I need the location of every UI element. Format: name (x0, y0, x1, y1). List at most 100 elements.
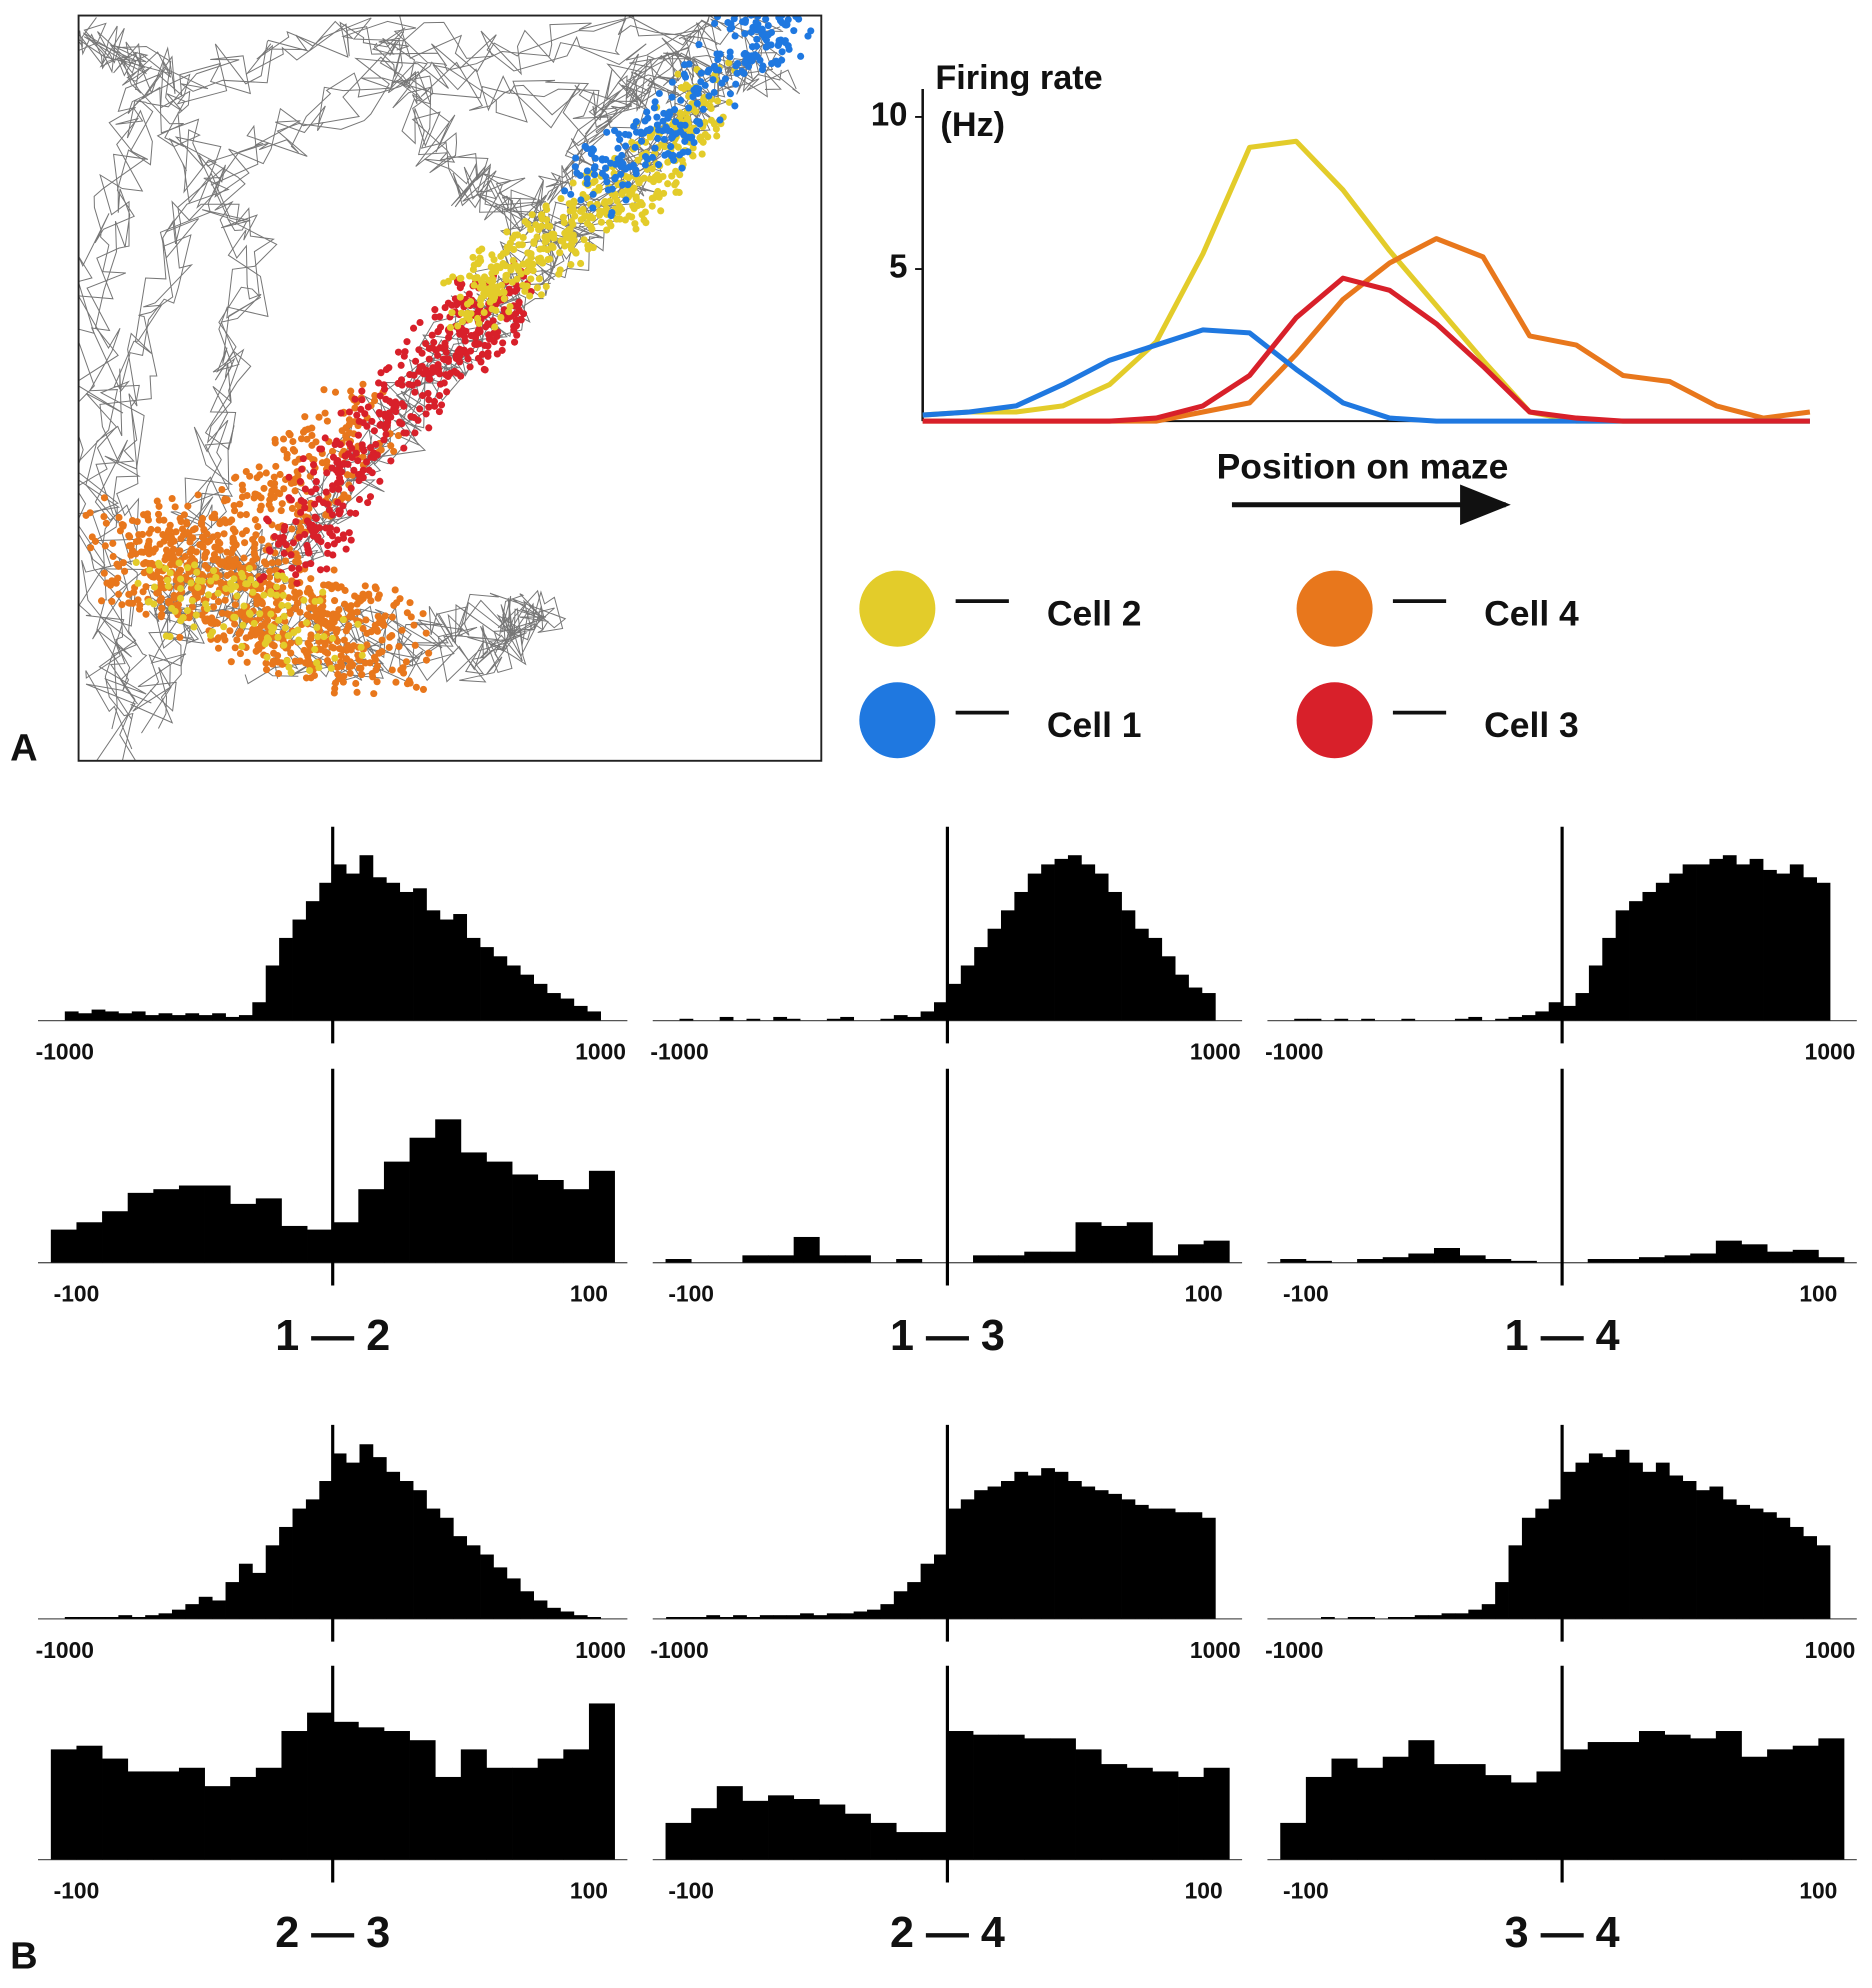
spike-dot (380, 436, 388, 444)
histogram-bar (238, 1015, 253, 1021)
spike-dot (311, 645, 319, 653)
spike-dot (239, 573, 247, 581)
spike-dot (582, 194, 590, 202)
spike-dot (625, 173, 633, 182)
histogram-bar (768, 1795, 795, 1860)
histogram-bar (998, 1734, 1025, 1860)
spike-dot (513, 231, 522, 239)
spike-dot (269, 657, 277, 665)
spike-dot (308, 431, 316, 439)
spike-dot (328, 634, 336, 642)
histogram-bar (1495, 1018, 1509, 1021)
spike-dot (253, 595, 261, 603)
histogram-bar (252, 1002, 267, 1021)
histogram-bar (974, 1490, 988, 1619)
spike-dot (236, 627, 244, 635)
spike-dot (262, 666, 271, 674)
spike-dot (490, 256, 498, 264)
spike-dot (214, 538, 222, 546)
spike-dot (576, 171, 584, 180)
spike-dot (422, 340, 430, 348)
spike-dot (692, 84, 700, 92)
spike-dot (513, 262, 521, 270)
histogram-bar (265, 965, 280, 1021)
spike-dot (449, 273, 457, 281)
spike-dot (128, 516, 136, 525)
spike-dot (206, 631, 215, 639)
spike-dot (395, 642, 403, 651)
spike-dot (214, 598, 223, 606)
histogram-bar (1024, 1738, 1051, 1860)
spike-dot (644, 114, 652, 122)
histogram-bar (1121, 910, 1136, 1021)
spike-dot (307, 591, 315, 599)
spike-dot (598, 156, 606, 164)
spike-dot (619, 181, 627, 189)
spike-dot (214, 589, 222, 597)
x-tick-label: -1000 (650, 1637, 708, 1663)
histogram-bar (1152, 1255, 1179, 1263)
spike-dot (622, 196, 630, 204)
spike-dot (166, 569, 174, 577)
spike-dot (406, 599, 414, 607)
histogram-bar (1414, 1615, 1429, 1619)
histogram-bar (383, 1731, 410, 1860)
histogram-bar (127, 1771, 154, 1860)
histogram-bar (998, 1255, 1025, 1263)
spike-dot (681, 121, 689, 129)
spike-dot (250, 549, 258, 557)
histogram-bar (1767, 1251, 1794, 1263)
spike-dot (583, 180, 591, 188)
spike-dot (387, 413, 395, 421)
histogram-bar (947, 1508, 962, 1619)
spike-dot (583, 144, 591, 153)
spike-dot (467, 332, 475, 340)
spike-dot (600, 199, 608, 207)
spike-dot (199, 543, 207, 551)
histogram-bar (1094, 873, 1109, 1021)
spike-dot (668, 172, 676, 180)
spike-dot (444, 333, 453, 342)
spike-dot (416, 405, 424, 413)
spike-dot (335, 645, 344, 653)
spike-dot (288, 504, 296, 512)
spike-dot (188, 554, 196, 562)
spike-dot (546, 222, 554, 230)
spike-dot (622, 142, 630, 150)
spike-dot (251, 516, 259, 524)
spike-dot (764, 31, 772, 39)
histogram-bar (1049, 1738, 1076, 1860)
spike-dot (570, 197, 578, 205)
spike-dot (201, 554, 209, 562)
spike-dot (175, 559, 183, 567)
spike-dot (431, 313, 439, 321)
histogram-bar (178, 1185, 205, 1263)
spike-dot (358, 651, 366, 659)
spike-dot (370, 653, 379, 661)
spike-dot (291, 657, 299, 665)
histogram-bar (880, 1018, 895, 1021)
histogram-bar (1361, 1617, 1375, 1619)
spike-dot (370, 626, 378, 634)
spike-dot (425, 375, 433, 383)
spike-dot (337, 652, 345, 660)
histogram-bar (1108, 1493, 1122, 1619)
histogram-bar (920, 1011, 935, 1021)
spike-dot (608, 208, 616, 217)
spike-dot (230, 575, 238, 583)
spike-dot (366, 493, 375, 501)
histogram-bar (1629, 1462, 1643, 1619)
spike-dot (280, 549, 288, 557)
histogram-bar (332, 1721, 359, 1860)
spike-dot (726, 90, 734, 98)
spike-dot (274, 558, 282, 566)
spike-dot (134, 596, 142, 604)
spike-dot (405, 677, 413, 685)
spike-dot (606, 197, 614, 205)
spike-dot (297, 435, 306, 443)
spike-dot (678, 164, 686, 172)
spike-dot (310, 461, 318, 469)
histogram-bar (1741, 1756, 1768, 1860)
spike-dot (631, 143, 639, 151)
spike-dot (164, 549, 172, 557)
